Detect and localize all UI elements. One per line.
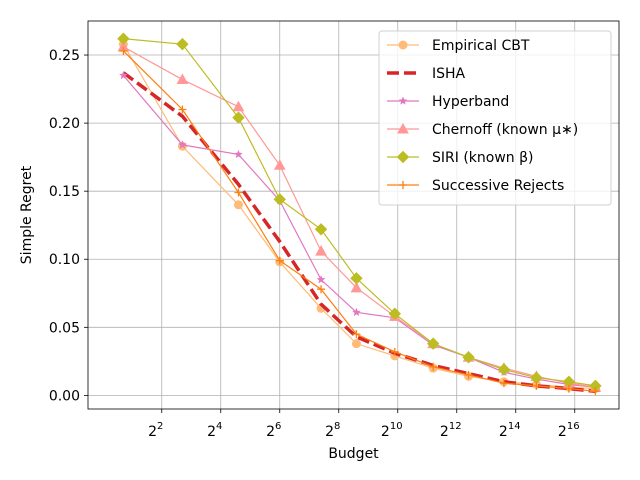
series-5 — [119, 46, 600, 396]
data-point — [177, 140, 187, 149]
plot-frame — [87, 20, 620, 410]
data-point — [233, 200, 243, 210]
legend-marker — [398, 40, 408, 50]
x-tick-label: 22 — [148, 421, 163, 440]
legend-entry: SIRI (known β) — [387, 150, 534, 166]
data-point — [178, 105, 187, 114]
legend-label: Hyperband — [432, 94, 509, 110]
legend-label: Successive Rejects — [432, 178, 564, 194]
y-tick-label: 0.20 — [49, 116, 80, 132]
data-point — [429, 362, 438, 371]
legend-entry: Empirical CBT — [387, 38, 530, 54]
legend-entry: Chernoff (known μ∗) — [387, 122, 578, 138]
x-tick-label: 210 — [381, 421, 403, 440]
data-point — [532, 381, 541, 390]
y-tick-label: 0.00 — [49, 388, 80, 404]
data-point — [462, 351, 475, 364]
x-tick-label: 212 — [440, 421, 462, 440]
data-point — [176, 37, 189, 51]
legend: Empirical CBT ISHA Hyperband Chernoff (know… — [378, 30, 612, 206]
data-point — [117, 32, 130, 45]
data-point — [464, 370, 473, 379]
legend-entry: Hyperband — [387, 94, 509, 110]
legend-marker — [396, 150, 410, 164]
legend-label: Chernoff (known μ∗) — [432, 122, 578, 138]
data-point — [275, 256, 284, 265]
data-point — [499, 379, 508, 388]
axis-ticks: 22 24 26 28 210 212 214 216 0.00 0.05 0.10 0.15 0.20… — [49, 48, 580, 440]
legend-marker — [398, 96, 408, 105]
x-axis-label: Budget — [328, 446, 379, 462]
data-point — [176, 73, 189, 85]
legend-box — [378, 30, 612, 206]
data-point — [351, 339, 361, 349]
data-point — [497, 363, 511, 376]
data-point — [273, 159, 286, 170]
y-tick-label: 0.05 — [49, 320, 80, 336]
data-point — [352, 330, 361, 339]
series-layer — [117, 32, 602, 396]
data-point — [351, 307, 361, 317]
y-tick-label: 0.10 — [49, 252, 80, 268]
data-point — [350, 281, 363, 293]
legend-entry: ISHA — [387, 66, 466, 82]
y-tick-label: 0.15 — [49, 184, 80, 200]
data-point — [591, 387, 600, 396]
legend-entry: Successive Rejects — [387, 178, 564, 194]
data-point — [315, 245, 327, 256]
data-point — [530, 371, 543, 384]
data-point — [232, 111, 245, 124]
data-point — [273, 193, 286, 206]
data-point — [118, 70, 128, 80]
data-point — [233, 149, 243, 159]
legend-marker — [399, 181, 407, 189]
data-point — [316, 274, 326, 284]
legend-label: SIRI (known β) — [432, 150, 534, 166]
y-axis-label: Simple Regret — [19, 165, 35, 264]
data-point — [119, 46, 128, 55]
data-point — [388, 307, 402, 320]
legend-label: ISHA — [432, 66, 466, 82]
data-point — [426, 337, 440, 350]
y-tick-label: 0.25 — [49, 48, 80, 64]
data-point — [564, 384, 573, 393]
x-tick-label: 26 — [266, 421, 281, 440]
data-point — [317, 285, 326, 294]
legend-label: Empirical CBT — [432, 38, 530, 54]
legend-marker — [397, 122, 409, 134]
data-point — [234, 188, 243, 197]
x-tick-label: 214 — [499, 421, 521, 440]
x-tick-label: 216 — [558, 421, 580, 440]
x-tick-label: 28 — [325, 421, 340, 440]
data-point — [390, 347, 399, 356]
series-4 — [117, 32, 602, 393]
data-point — [314, 223, 328, 236]
data-point — [350, 272, 363, 285]
data-point — [232, 100, 245, 112]
x-tick-label: 24 — [207, 421, 222, 440]
